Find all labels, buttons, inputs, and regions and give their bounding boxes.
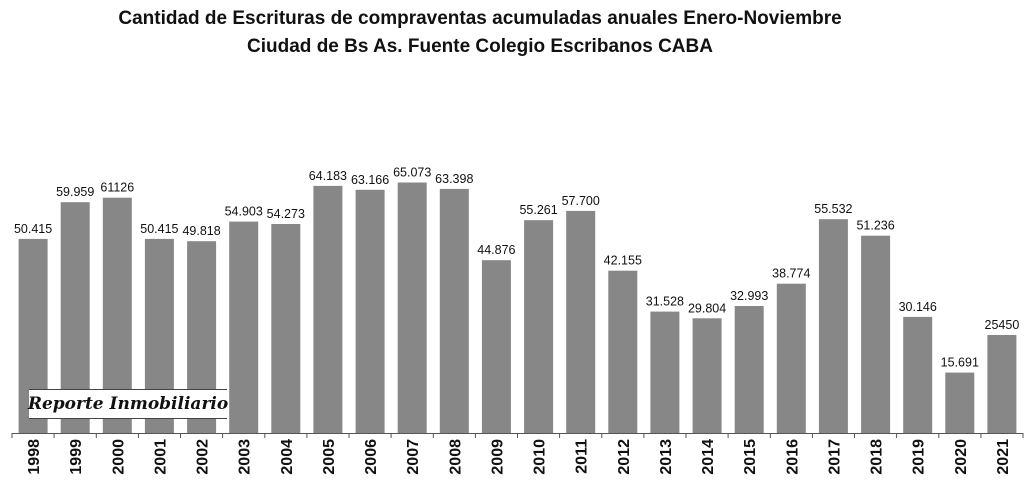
x-tick-label-2007: 2007 bbox=[405, 439, 422, 475]
x-tick-label-2015: 2015 bbox=[742, 439, 759, 475]
value-label-2010: 55.261 bbox=[519, 203, 557, 217]
x-tick-label-1999: 1999 bbox=[68, 439, 85, 475]
value-label-2021: 25450 bbox=[985, 318, 1020, 332]
x-tick-label-2013: 2013 bbox=[658, 439, 675, 475]
x-tick-label-2016: 2016 bbox=[784, 439, 801, 475]
value-label-2016: 38.774 bbox=[772, 267, 810, 281]
x-tick-label-2021: 2021 bbox=[995, 439, 1012, 475]
value-label-2015: 32.993 bbox=[730, 289, 768, 303]
bar-2020 bbox=[945, 372, 975, 433]
x-tick-label-2002: 2002 bbox=[195, 439, 212, 475]
value-label-2017: 55.532 bbox=[814, 202, 852, 216]
x-tick-label-2006: 2006 bbox=[363, 439, 380, 475]
value-label-2008: 63.398 bbox=[435, 172, 473, 186]
bar-2011 bbox=[566, 210, 596, 433]
value-label-2003: 54.903 bbox=[225, 205, 263, 219]
bar-2008 bbox=[439, 188, 469, 433]
bar-2004 bbox=[271, 224, 301, 433]
value-labels-layer: 50.415 59.959 61126 50.415 49.818 54.903 54.27… bbox=[14, 166, 1019, 370]
x-axis bbox=[11, 433, 1024, 438]
value-label-2007: 65.073 bbox=[393, 166, 431, 180]
x-tick-label-2011: 2011 bbox=[574, 439, 591, 474]
bar-2006 bbox=[355, 189, 385, 433]
bar-2012 bbox=[608, 270, 638, 433]
value-label-2020: 15.691 bbox=[941, 356, 979, 370]
value-label-2014: 29.804 bbox=[688, 301, 726, 315]
x-tick-label-2018: 2018 bbox=[869, 439, 886, 475]
value-label-2005: 64.183 bbox=[309, 169, 347, 183]
x-tick-label-2004: 2004 bbox=[279, 439, 296, 475]
value-label-2019: 30.146 bbox=[899, 300, 937, 314]
bar-2019 bbox=[903, 316, 933, 433]
value-label-2001: 50.415 bbox=[140, 222, 178, 236]
reporte-inmobiliario-logo: Reporte Inmobiliario bbox=[28, 389, 228, 419]
bar-2013 bbox=[650, 311, 680, 433]
x-tick-label-2001: 2001 bbox=[152, 439, 169, 475]
value-label-2018: 51.236 bbox=[856, 219, 894, 233]
x-tick-label-1998: 1998 bbox=[26, 439, 43, 475]
value-label-2006: 63.166 bbox=[351, 173, 389, 187]
x-tick-label-2019: 2019 bbox=[911, 439, 928, 475]
value-label-1998: 50.415 bbox=[14, 222, 52, 236]
x-tick-label-2009: 2009 bbox=[489, 439, 506, 475]
x-tick-label-2003: 2003 bbox=[237, 439, 254, 475]
tick-labels-layer: 1998 1999 2000 2001 2002 2003 2004 2005 2006 2007… bbox=[26, 439, 1012, 475]
x-tick-label-2000: 2000 bbox=[110, 439, 127, 475]
bar-2015 bbox=[734, 306, 764, 433]
x-tick-label-2008: 2008 bbox=[447, 439, 464, 475]
x-tick-label-2017: 2017 bbox=[826, 439, 843, 475]
bar-2018 bbox=[861, 235, 891, 433]
bar-2005 bbox=[313, 185, 343, 433]
bar-2017 bbox=[818, 219, 848, 433]
value-label-2011: 57.700 bbox=[562, 194, 600, 208]
bar-2014 bbox=[692, 318, 722, 433]
bar-2010 bbox=[524, 220, 554, 433]
x-tick-label-2020: 2020 bbox=[953, 439, 970, 475]
bar-2016 bbox=[776, 283, 806, 433]
x-tick-label-2005: 2005 bbox=[321, 439, 338, 475]
x-tick-label-2014: 2014 bbox=[700, 439, 717, 475]
bar-2003 bbox=[229, 221, 259, 433]
value-label-2004: 54.273 bbox=[267, 207, 305, 221]
x-tick-label-2012: 2012 bbox=[616, 439, 633, 475]
chart-title: Cantidad de Escrituras de compraventas a… bbox=[118, 8, 842, 29]
value-label-2000: 61126 bbox=[100, 181, 134, 195]
value-label-2012: 42.155 bbox=[604, 254, 642, 268]
value-label-2009: 44.876 bbox=[477, 243, 515, 257]
bar-2007 bbox=[397, 182, 427, 433]
x-tick-label-2010: 2010 bbox=[532, 439, 549, 475]
chart-subtitle: Ciudad de Bs As. Fuente Colegio Escriban… bbox=[247, 36, 713, 57]
bar-2009 bbox=[481, 260, 511, 433]
value-label-1999: 59.959 bbox=[56, 185, 94, 199]
bar-2021 bbox=[987, 335, 1017, 433]
value-label-2002: 49.818 bbox=[182, 224, 220, 238]
value-label-2013: 31.528 bbox=[646, 295, 684, 309]
